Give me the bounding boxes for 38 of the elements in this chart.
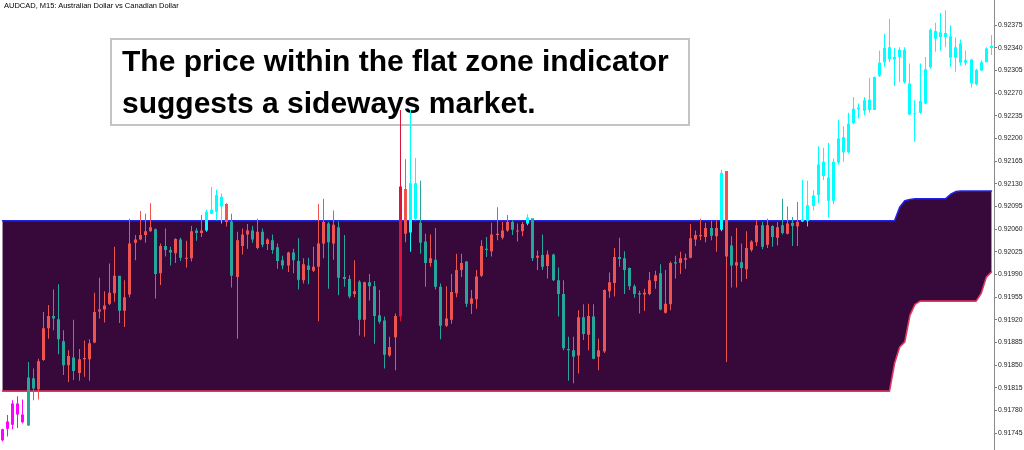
candlestick	[939, 12, 942, 51]
candlestick	[185, 240, 188, 268]
candlestick	[378, 290, 381, 324]
candlestick	[893, 47, 896, 87]
candlestick	[536, 250, 539, 270]
candlestick	[618, 237, 621, 267]
candlestick	[638, 290, 641, 314]
candlestick	[735, 227, 738, 288]
candlestick	[684, 253, 687, 269]
candlestick	[740, 243, 743, 282]
candlestick	[470, 290, 473, 315]
candlestick	[139, 211, 142, 241]
candlestick	[429, 234, 432, 267]
candlestick	[572, 336, 575, 384]
candlestick	[307, 257, 310, 285]
candlestick	[164, 228, 167, 257]
annotation: The price within the flat zone indicator suggests a sideways market.	[110, 38, 690, 126]
candlestick	[801, 180, 804, 223]
candlestick	[913, 100, 916, 142]
candlestick	[643, 288, 646, 311]
candlestick	[353, 260, 356, 298]
candlestick	[674, 255, 677, 279]
candlestick	[796, 202, 799, 247]
candlestick	[83, 340, 86, 377]
candlestick	[149, 203, 152, 232]
candlestick	[791, 216, 794, 247]
candlestick	[944, 10, 947, 48]
candlestick	[699, 218, 702, 241]
candlestick	[144, 213, 147, 243]
candlestick	[567, 336, 570, 381]
candlestick	[52, 289, 55, 331]
candlestick	[343, 235, 346, 287]
candlestick	[496, 207, 499, 241]
candlestick	[98, 277, 101, 319]
candlestick	[516, 223, 519, 242]
candlestick	[210, 187, 213, 215]
candlestick	[990, 34, 993, 56]
candlestick	[485, 236, 488, 258]
